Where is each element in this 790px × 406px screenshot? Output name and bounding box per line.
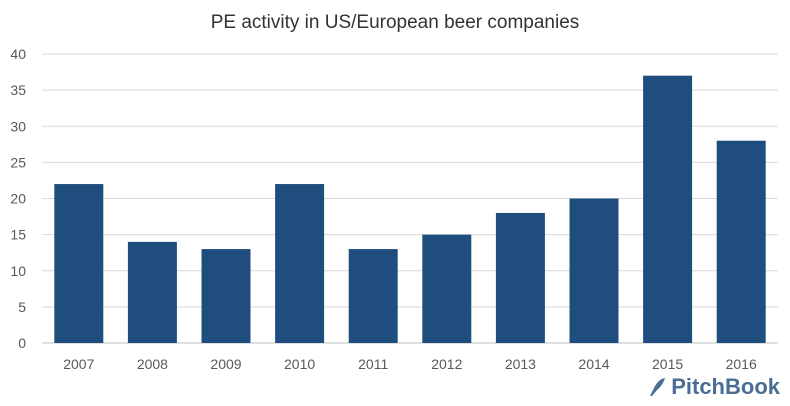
- y-tick-label: 15: [10, 227, 26, 243]
- x-tick-label: 2013: [505, 356, 536, 372]
- x-tick-label: 2010: [284, 356, 315, 372]
- x-tick-label: 2007: [63, 356, 94, 372]
- bar-2013: [495, 212, 545, 343]
- y-tick-label: 40: [10, 46, 26, 62]
- x-tick-label: 2011: [358, 356, 388, 372]
- chart-title: PE activity in US/European beer companie…: [210, 12, 580, 33]
- y-tick-label: 25: [10, 154, 26, 170]
- logo-text: PitchBook: [671, 374, 780, 399]
- bar-2014: [569, 198, 619, 343]
- bar-2012: [422, 234, 472, 343]
- bar-2016: [716, 140, 766, 343]
- feather-icon: [650, 378, 666, 396]
- bar-2010: [275, 184, 325, 343]
- y-tick-label: 10: [10, 263, 26, 279]
- y-tick-label: 5: [18, 299, 26, 315]
- y-tick-label: 30: [10, 118, 26, 134]
- bar-2007: [54, 184, 104, 343]
- x-tick-label: 2014: [578, 356, 609, 372]
- bar-2009: [201, 249, 251, 343]
- y-tick-label: 35: [10, 82, 26, 98]
- pitchbook-logo: PitchBook: [647, 374, 780, 400]
- x-tick-label: 2016: [726, 356, 757, 372]
- y-tick-label: 0: [18, 335, 26, 351]
- x-tick-label: 2008: [137, 356, 168, 372]
- x-tick-label: 2009: [210, 356, 241, 372]
- bar-2011: [348, 249, 398, 343]
- x-tick-label: 2012: [431, 356, 462, 372]
- bar-2015: [643, 75, 693, 344]
- y-tick-label: 20: [10, 191, 26, 207]
- x-tick-label: 2015: [652, 356, 683, 372]
- bar-2008: [127, 241, 177, 343]
